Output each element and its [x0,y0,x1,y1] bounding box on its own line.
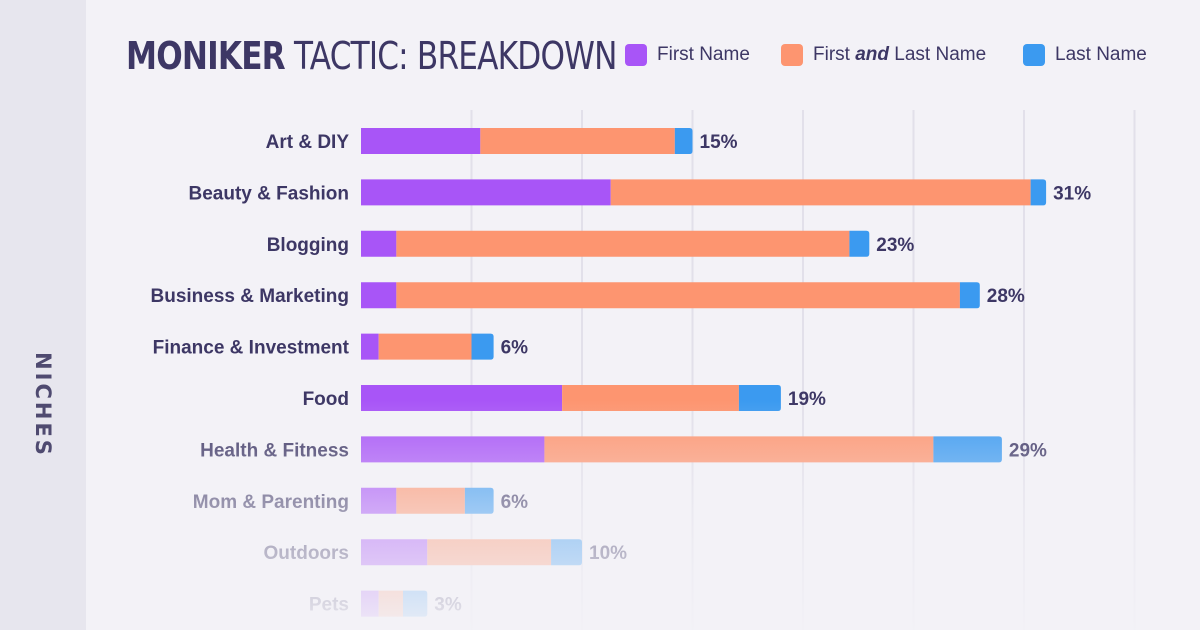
category-label: Art & DIY [266,132,350,153]
bar-segment [738,385,781,411]
bar-segment [471,333,494,360]
bar-segment [396,487,465,514]
legend-label-pre: First [813,44,856,65]
total-label: 10% [589,543,627,564]
bar-segment [361,539,428,566]
bar-segment [959,282,980,309]
category-label: Business & Marketing [151,286,350,307]
bars-group [361,128,1047,617]
bar-segment [427,539,552,566]
legend-item-first-name: First Name [625,44,750,66]
total-label: 15% [700,132,738,153]
bar-segment [562,385,739,411]
bar-segment [849,230,870,257]
title-bold: MONIKER [126,34,286,78]
category-label: Finance & Investment [153,338,350,359]
bar-segment [396,282,960,309]
bar-segment [544,436,934,463]
total-label: 19% [788,389,826,410]
category-label: Outdoors [264,543,350,564]
bar-segment [378,333,472,360]
category-label: Health & Fitness [200,440,349,461]
bar-segment [361,385,563,411]
title-rest: TACTIC: BREAKDOWN [284,34,618,78]
legend-swatch-first-and-last-name [781,44,803,66]
legend-item-first-and-last-name: First and Last Name [781,44,986,66]
bar-segment [402,590,428,617]
legend-label-first-and-last-name: First and Last Name [813,44,986,66]
total-label: 28% [987,286,1025,307]
bar-segment [674,128,693,154]
legend-swatch-last-name [1023,44,1045,66]
legend-label-em: and [855,44,889,65]
bar-segment [361,128,481,154]
chart-title: MONIKER TACTIC: BREAKDOWN [126,34,617,78]
category-label: Food [303,389,349,410]
bar-segment [361,282,397,309]
bar-segment [551,539,582,566]
total-label: 6% [501,492,529,513]
bar-segment [464,487,494,514]
legend-label-first-name: First Name [657,44,750,65]
bar-segment [480,128,675,154]
category-label: Blogging [267,235,349,256]
bar-segment [361,179,611,206]
total-label: 3% [434,595,462,616]
legend-item-last-name: Last Name [1023,44,1147,66]
bar-segment [361,436,545,463]
category-label: Pets [309,595,349,616]
bar-segment [361,590,379,617]
bar-segment [361,333,379,360]
category-label: Mom & Parenting [193,492,349,513]
total-label: 31% [1053,183,1091,204]
legend-swatch-first-name [625,44,647,66]
bar-segment [396,230,850,257]
bar-segment [361,487,397,514]
bar-segment [610,179,1031,206]
total-label: 29% [1009,440,1047,461]
bar-segment [933,436,1002,463]
bar-segment [378,590,403,617]
side-band [0,0,86,630]
legend-label-post: Last Name [889,44,987,65]
bar-segment [361,230,397,257]
legend-label-last-name: Last Name [1055,44,1147,65]
category-label: Beauty & Fashion [189,183,349,204]
bar-segment [1030,179,1047,206]
total-label: 6% [501,338,529,359]
total-label: 23% [876,235,914,256]
